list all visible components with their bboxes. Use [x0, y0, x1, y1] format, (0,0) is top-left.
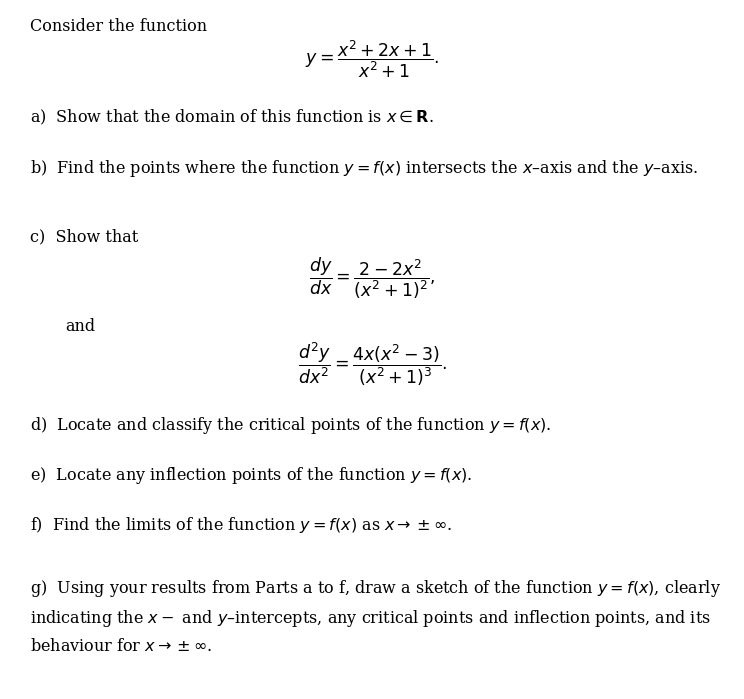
Text: c)  Show that: c) Show that: [30, 228, 138, 245]
Text: g)  Using your results from Parts a to f, draw a sketch of the function $y = f(x: g) Using your results from Parts a to f,…: [30, 578, 721, 599]
Text: and: and: [65, 318, 95, 335]
Text: $\dfrac{d^2y}{dx^2} = \dfrac{4x(x^2 - 3)}{(x^2 + 1)^3}.$: $\dfrac{d^2y}{dx^2} = \dfrac{4x(x^2 - 3)…: [298, 340, 446, 388]
Text: b)  Find the points where the function $y = f(x)$ intersects the $x$–axis and th: b) Find the points where the function $y…: [30, 158, 698, 179]
Text: e)  Locate any inflection points of the function $y = f(x)$.: e) Locate any inflection points of the f…: [30, 465, 472, 486]
Text: a)  Show that the domain of this function is $x \in \mathbf{R}$.: a) Show that the domain of this function…: [30, 108, 434, 127]
Text: Consider the function: Consider the function: [30, 18, 207, 35]
Text: f)  Find the limits of the function $y = f(x)$ as $x \to \pm\infty$.: f) Find the limits of the function $y = …: [30, 515, 452, 535]
Text: $\dfrac{dy}{dx} = \dfrac{2 - 2x^2}{(x^2 + 1)^2},$: $\dfrac{dy}{dx} = \dfrac{2 - 2x^2}{(x^2 …: [309, 255, 435, 301]
Text: $y = \dfrac{x^2 + 2x + 1}{x^2 + 1}.$: $y = \dfrac{x^2 + 2x + 1}{x^2 + 1}.$: [305, 38, 439, 80]
Text: d)  Locate and classify the critical points of the function $y = f(x)$.: d) Locate and classify the critical poin…: [30, 415, 551, 436]
Text: indicating the $x-$ and $y$–intercepts, any critical points and inflection point: indicating the $x-$ and $y$–intercepts, …: [30, 608, 711, 629]
Text: behaviour for $x \to \pm\infty$.: behaviour for $x \to \pm\infty$.: [30, 638, 212, 655]
